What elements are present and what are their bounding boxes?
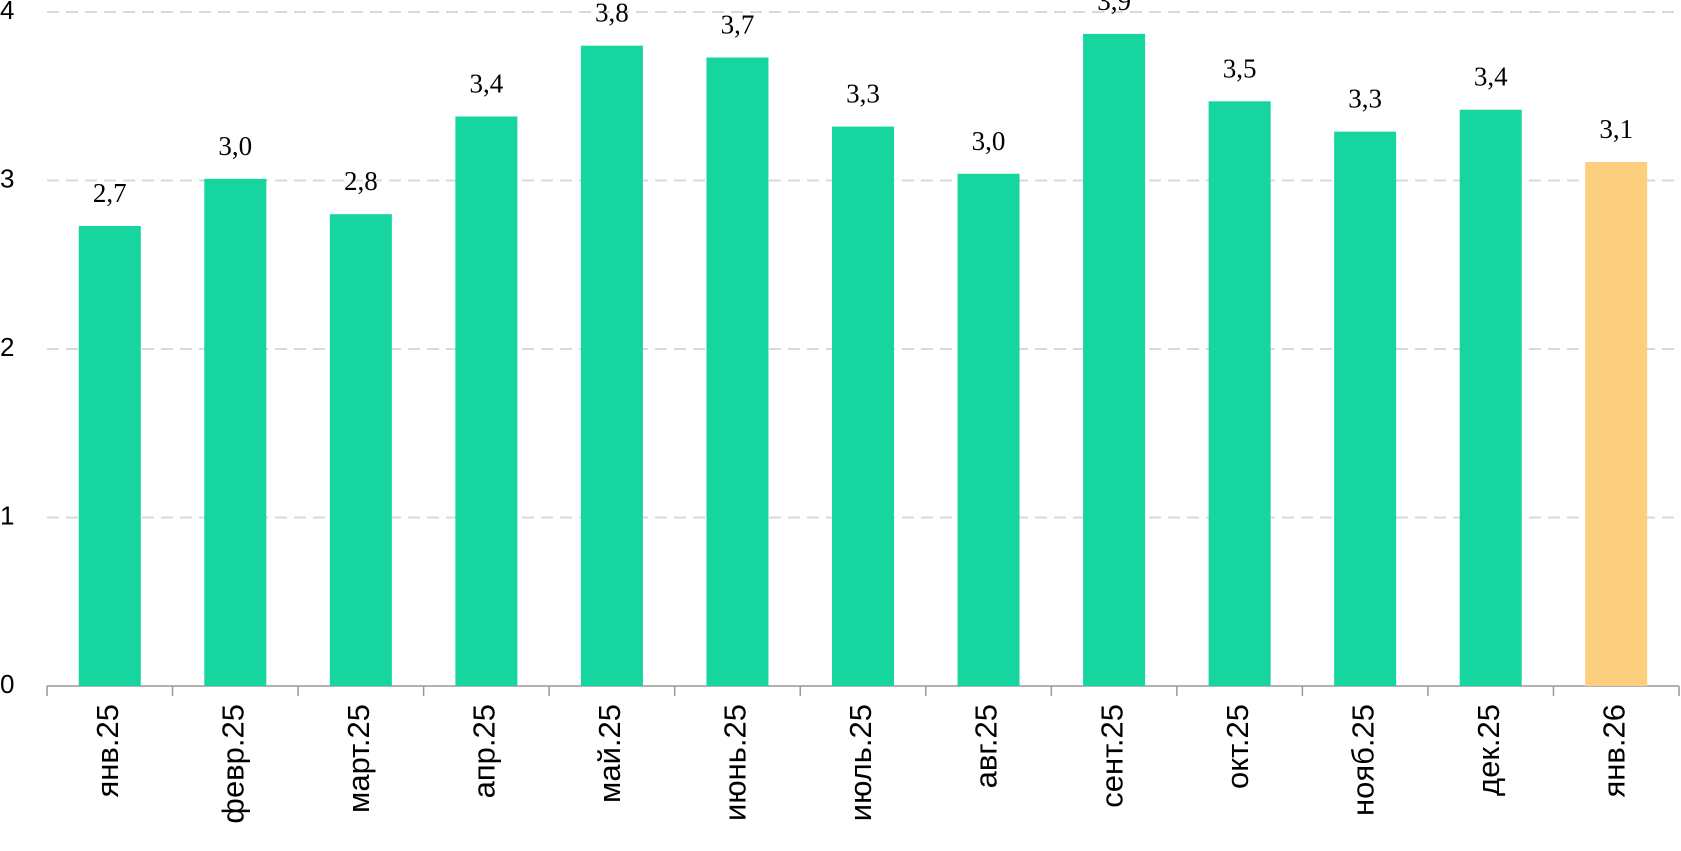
bar bbox=[78, 225, 141, 686]
value-label: 3,8 bbox=[595, 0, 629, 28]
bar bbox=[1083, 33, 1146, 686]
value-label: 2,8 bbox=[344, 166, 378, 196]
bar bbox=[706, 57, 769, 687]
value-label: 2,7 bbox=[93, 178, 127, 208]
value-label: 3,4 bbox=[470, 68, 504, 98]
value-label: 3,0 bbox=[218, 131, 252, 161]
bar bbox=[329, 214, 392, 686]
y-tick-label: 4 bbox=[0, 0, 14, 25]
x-tick-label: март.25 bbox=[341, 704, 376, 813]
value-label: 3,0 bbox=[972, 126, 1006, 156]
x-tick-label: авг.25 bbox=[969, 704, 1004, 788]
value-label: 3,1 bbox=[1599, 114, 1633, 144]
value-label: 3,3 bbox=[846, 79, 880, 109]
x-tick-label: апр.25 bbox=[467, 704, 502, 798]
bar bbox=[204, 178, 267, 686]
x-tick-label: окт.25 bbox=[1220, 704, 1255, 789]
bar bbox=[1334, 131, 1397, 686]
x-tick-label: июль.25 bbox=[843, 704, 878, 821]
y-tick-label: 1 bbox=[0, 500, 14, 530]
y-tick-label: 0 bbox=[0, 669, 14, 699]
bar bbox=[455, 116, 518, 687]
bar bbox=[832, 126, 894, 686]
x-tick-label: янв.25 bbox=[90, 704, 125, 797]
bar bbox=[1585, 161, 1648, 687]
x-tick-label: июнь.25 bbox=[718, 704, 753, 821]
y-tick-label: 3 bbox=[0, 163, 14, 193]
bar bbox=[580, 45, 643, 686]
value-label: 3,4 bbox=[1474, 62, 1508, 92]
x-tick-label: дек.25 bbox=[1471, 704, 1506, 796]
x-tick-label: сент.25 bbox=[1094, 704, 1129, 808]
bar bbox=[957, 173, 1020, 686]
value-label: 3,9 bbox=[1097, 0, 1131, 16]
x-tick-label: май.25 bbox=[592, 704, 627, 803]
x-tick-label: янв.26 bbox=[1596, 704, 1631, 797]
x-tick-label: февр.25 bbox=[215, 704, 250, 824]
value-label: 3,7 bbox=[721, 9, 755, 39]
value-label: 3,5 bbox=[1223, 53, 1257, 83]
bar bbox=[1208, 101, 1271, 687]
y-tick-label: 2 bbox=[0, 332, 14, 362]
x-tick-label: нояб.25 bbox=[1345, 704, 1380, 816]
value-label: 3,3 bbox=[1348, 84, 1382, 114]
bar bbox=[1459, 109, 1522, 687]
